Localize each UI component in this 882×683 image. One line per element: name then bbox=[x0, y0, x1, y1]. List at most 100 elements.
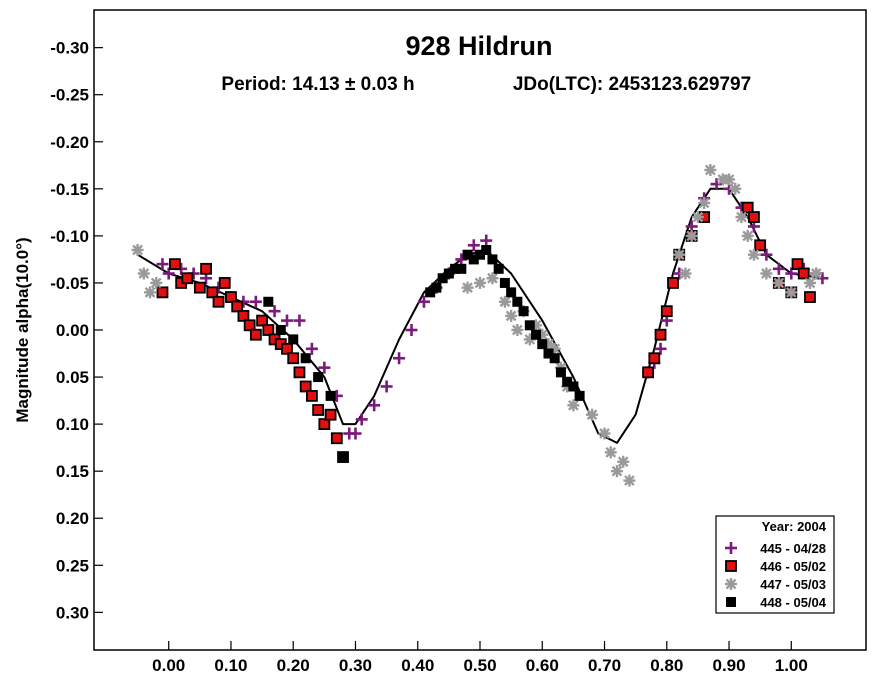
data-point bbox=[181, 272, 194, 285]
data-point bbox=[312, 404, 325, 416]
data-point bbox=[704, 164, 717, 176]
data-point bbox=[648, 352, 661, 365]
x-tick-label: 0.60 bbox=[526, 656, 559, 675]
data-point bbox=[313, 372, 324, 383]
x-tick-label: 1.00 bbox=[775, 656, 808, 675]
y-axis-label: Magnitude alpha(10.0°) bbox=[13, 237, 32, 422]
chart-subtitle-epoch: JDo(LTC): 2453123.629797 bbox=[513, 74, 751, 95]
data-point bbox=[698, 196, 711, 209]
data-point bbox=[262, 324, 275, 336]
x-tick-label: 0.50 bbox=[463, 656, 496, 675]
legend-title: Year: 2004 bbox=[762, 519, 827, 534]
data-point bbox=[237, 309, 250, 322]
data-point bbox=[512, 296, 523, 307]
data-point bbox=[555, 367, 566, 378]
legend: Year: 2004 445 - 04/28 446 - 05/02 447 - 0… bbox=[715, 515, 835, 614]
data-point bbox=[735, 211, 748, 224]
chart-title: 928 Hildrun bbox=[405, 31, 552, 61]
data-point bbox=[193, 281, 206, 294]
data-point bbox=[741, 201, 754, 214]
data-point bbox=[318, 361, 331, 374]
data-point bbox=[487, 254, 498, 265]
data-point bbox=[218, 277, 231, 289]
data-point bbox=[462, 249, 473, 260]
x-tick-label: 0.40 bbox=[401, 656, 434, 675]
x-tick-label: 0.10 bbox=[214, 656, 247, 675]
x-tick-label: 0.30 bbox=[339, 656, 372, 675]
data-point bbox=[249, 295, 262, 308]
data-point bbox=[268, 305, 281, 318]
data-point bbox=[162, 267, 175, 280]
x-tick-label: 0.70 bbox=[588, 656, 621, 675]
data-point bbox=[654, 328, 667, 341]
data-point bbox=[610, 465, 623, 478]
data-point bbox=[511, 324, 524, 336]
y-tick-label: 0.10 bbox=[56, 415, 89, 434]
x-tick-label: 0.00 bbox=[152, 656, 185, 675]
data-point bbox=[281, 314, 293, 327]
data-point bbox=[200, 262, 212, 275]
data-point bbox=[450, 263, 461, 274]
data-point bbox=[810, 267, 823, 280]
data-point bbox=[604, 446, 617, 459]
data-points-layer bbox=[131, 164, 829, 487]
data-point bbox=[437, 273, 448, 284]
data-point bbox=[791, 258, 804, 271]
y-tick-label: 0.25 bbox=[56, 556, 89, 575]
y-tick-label: -0.15 bbox=[50, 180, 89, 199]
data-point bbox=[281, 342, 293, 355]
y-tick-label: -0.20 bbox=[50, 133, 89, 152]
data-point bbox=[586, 408, 599, 421]
data-point bbox=[598, 427, 611, 440]
data-point bbox=[338, 452, 349, 463]
data-point bbox=[518, 306, 529, 317]
data-point bbox=[524, 320, 535, 331]
data-point bbox=[288, 334, 299, 345]
data-point bbox=[543, 348, 554, 359]
data-point bbox=[293, 366, 306, 379]
fit-curve bbox=[137, 187, 823, 444]
data-point bbox=[305, 342, 318, 355]
data-point bbox=[567, 399, 580, 412]
legend-marker bbox=[726, 597, 736, 607]
y-tick-label: 0.20 bbox=[56, 509, 89, 528]
data-point bbox=[816, 272, 829, 285]
data-point bbox=[306, 389, 318, 402]
data-point bbox=[293, 314, 306, 327]
data-point bbox=[468, 254, 479, 265]
data-point bbox=[349, 427, 362, 440]
x-tick-label: 0.90 bbox=[712, 656, 745, 675]
data-point bbox=[144, 286, 157, 299]
data-point bbox=[685, 229, 698, 242]
data-point bbox=[679, 267, 692, 280]
data-point bbox=[443, 268, 454, 279]
data-point bbox=[474, 276, 486, 289]
x-tick-label: 0.20 bbox=[277, 656, 310, 675]
data-point bbox=[212, 295, 225, 308]
data-point bbox=[797, 267, 810, 280]
data-point bbox=[710, 178, 723, 191]
data-point bbox=[355, 413, 368, 426]
data-point bbox=[263, 296, 274, 307]
data-point bbox=[642, 366, 654, 379]
data-point bbox=[480, 234, 493, 247]
data-point bbox=[741, 229, 754, 242]
data-point bbox=[537, 339, 548, 350]
data-point bbox=[131, 244, 144, 256]
data-point bbox=[225, 291, 237, 303]
data-point bbox=[231, 300, 244, 313]
legend-label: 447 - 05/03 bbox=[760, 577, 826, 592]
data-point bbox=[330, 432, 343, 445]
data-point bbox=[405, 324, 418, 336]
legend-marker bbox=[725, 578, 737, 590]
legend-label: 446 - 05/02 bbox=[760, 559, 826, 574]
y-axis: -0.30 -0.25 -0.20 -0.15 -0.10 -0.05 0.00 0.05 0.… bbox=[50, 39, 103, 622]
data-point bbox=[275, 325, 286, 335]
data-point bbox=[617, 455, 630, 468]
data-point bbox=[287, 352, 300, 365]
y-tick-label: 0.15 bbox=[56, 462, 89, 481]
data-point bbox=[785, 286, 798, 299]
data-point bbox=[723, 173, 736, 186]
data-point bbox=[493, 263, 504, 274]
